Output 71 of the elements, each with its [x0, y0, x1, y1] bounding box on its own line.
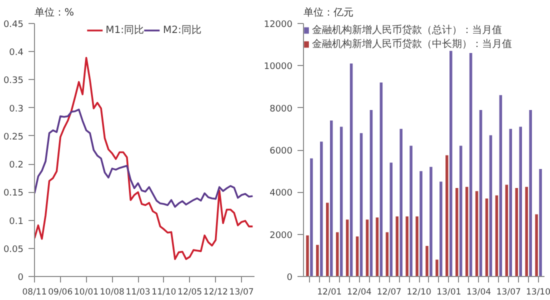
y-tick-label: 0.35: [3, 76, 24, 86]
bar: [455, 188, 458, 276]
y-tick-label: 0.3: [9, 104, 24, 114]
x-tick-label: 11/03: [126, 288, 150, 298]
bar: [539, 168, 542, 276]
y-tick-label: 12000: [264, 20, 293, 30]
bar: [436, 260, 438, 276]
bar: [449, 50, 452, 276]
x-tick-label: 11/10: [152, 288, 176, 298]
legend-label: M2:同比: [163, 24, 202, 37]
bar: [390, 162, 393, 276]
bar: [509, 128, 512, 276]
y-tick-label: 4000: [270, 188, 293, 199]
x-tick-label: 13/01: [436, 288, 462, 298]
bar: [306, 235, 309, 276]
legend-label: M1:同比: [106, 24, 144, 37]
bar: [320, 142, 323, 276]
y-tick-label: 0.4: [9, 48, 24, 58]
bar: [426, 246, 428, 276]
y-tick-label: 0.1: [9, 216, 24, 227]
bar: [430, 166, 432, 276]
y-tick-label: 2000: [270, 230, 293, 241]
bar: [499, 95, 502, 276]
y-tick-label: 8000: [270, 104, 293, 114]
bar: [529, 110, 532, 276]
x-tick-label: 13/07: [229, 288, 254, 298]
x-tick-label: 12/12: [203, 288, 228, 298]
bar: [410, 146, 412, 276]
y-axis-title: 单位：亿元: [304, 6, 354, 18]
x-tick-label: 13/10: [526, 288, 550, 298]
bar: [515, 188, 518, 276]
x-tick-label: 13/04: [466, 288, 492, 298]
x-tick-label: 10/01: [74, 288, 99, 298]
x-tick-label: 12/05: [178, 288, 202, 298]
x-tick-label: 13/07: [496, 288, 521, 298]
bar: [535, 214, 538, 276]
bar: [400, 128, 402, 276]
bar: [316, 244, 319, 276]
line-series: [34, 56, 254, 260]
y-tick-label: 0: [18, 273, 24, 283]
y-tick-label: 0.2: [9, 160, 24, 171]
line-series: [34, 108, 254, 208]
x-tick-label: 12/04: [347, 288, 372, 298]
bar: [416, 216, 418, 276]
x-tick-label: 12/07: [376, 288, 402, 298]
bar: [336, 232, 339, 276]
bar: [310, 158, 313, 276]
y-tick-label: 0.05: [3, 244, 24, 255]
legend-label: 金融机构新增人民币贷款（中长期）：当月值: [312, 38, 512, 51]
bar: [406, 216, 408, 276]
x-tick-label: 12/10: [406, 288, 432, 298]
y-tick-label: 10000: [264, 62, 293, 72]
y-tick-label: 0.45: [3, 20, 24, 30]
bar: [525, 186, 528, 276]
bar: [440, 182, 442, 276]
legend-label: 金融机构新增人民币贷款（总计）：当月值: [312, 24, 502, 37]
bar: [396, 216, 399, 276]
y-tick-label: 0.15: [3, 188, 24, 199]
bar: [519, 126, 522, 276]
x-tick-label: 09/06: [48, 288, 73, 298]
bar: [420, 171, 422, 276]
y-tick-label: 0: [286, 273, 293, 283]
y-axis-title: 单位：%: [34, 6, 74, 18]
bar: [446, 155, 448, 276]
bar: [330, 120, 333, 276]
y-tick-label: 6000: [270, 146, 293, 156]
y-tick-label: 0.25: [3, 132, 24, 142]
bar: [326, 202, 329, 276]
x-tick-label: 12/01: [317, 288, 342, 298]
x-tick-label: 08/11: [22, 288, 47, 298]
x-tick-label: 10/08: [100, 288, 124, 298]
